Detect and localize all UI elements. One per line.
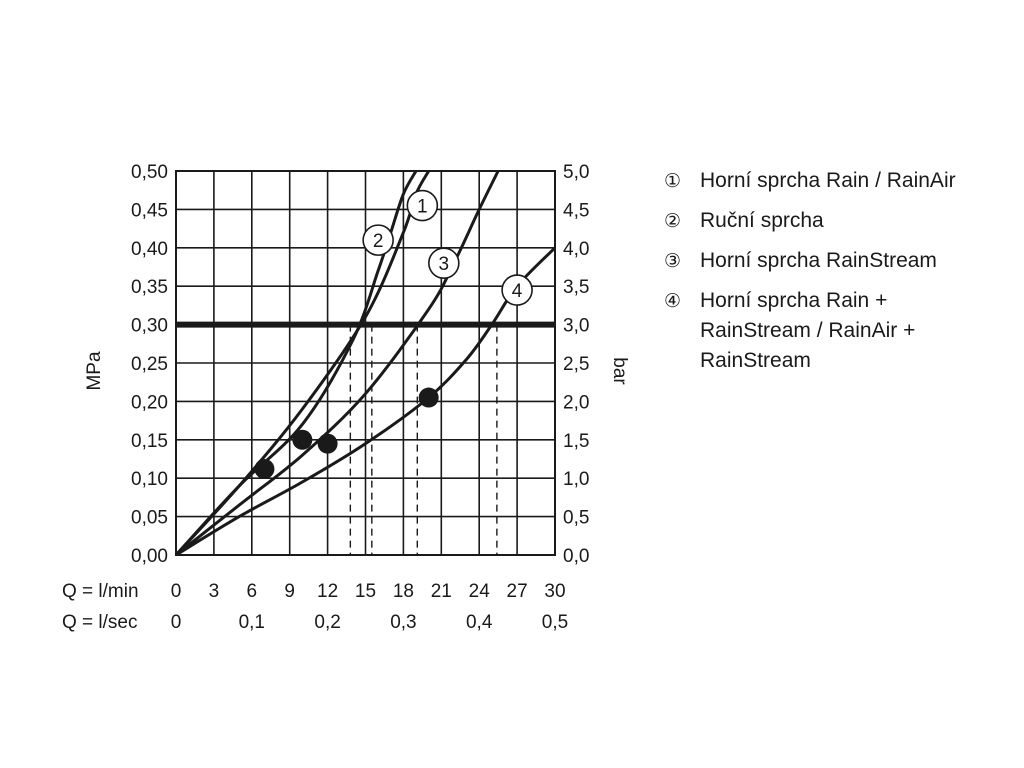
data-point-marker-3 <box>317 433 338 454</box>
x-primary-tick-label: 0 <box>171 581 182 602</box>
x-primary-tick-label: 15 <box>355 581 376 602</box>
x-secondary-axis-label: Q = l/sec <box>62 612 138 633</box>
x-primary-tick-label: 3 <box>209 581 220 602</box>
x-primary-tick-label: 18 <box>393 581 414 602</box>
series-label-text-3: 3 <box>439 254 450 275</box>
x-primary-tick-label: 9 <box>284 581 295 602</box>
y-right-tick-label: 3,0 <box>563 316 589 337</box>
x-secondary-tick-label: 0,1 <box>239 612 265 633</box>
y-left-axis-label: MPa <box>84 351 105 391</box>
y-right-tick-label: 1,5 <box>563 431 589 452</box>
dashed-drop-lines <box>349 324 498 555</box>
plot-frame <box>175 170 556 556</box>
series-label-4: 4 <box>501 274 533 306</box>
y-left-tick-label: 0,40 <box>131 239 168 260</box>
legend-number-4: ④ <box>664 290 682 312</box>
legend-item-1: ① Horní sprcha Rain / RainAir <box>664 166 1004 196</box>
y-left-tick-label: 0,00 <box>131 546 168 567</box>
y-right-axis-label: bar <box>609 357 630 385</box>
x-secondary-tick-label: 0,2 <box>314 612 340 633</box>
y-right-tick-label: 1,0 <box>563 469 589 490</box>
grid <box>175 170 556 556</box>
legend-number-1: ① <box>664 170 682 192</box>
y-right-tick-label: 2,5 <box>563 354 589 375</box>
legend-number-2: ② <box>664 210 682 232</box>
y-left-tick-label: 0,15 <box>131 431 168 452</box>
series-label-3: 3 <box>428 247 460 279</box>
series-label-1: 1 <box>406 189 439 222</box>
legend-text-3: Horní sprcha RainStream <box>700 249 937 272</box>
y-left-tick-label: 0,30 <box>131 316 168 337</box>
legend-item-3: ③ Horní sprcha RainStream <box>664 246 1004 276</box>
series-label-circle-4 <box>501 274 533 306</box>
y-right-tick-label: 5,0 <box>563 162 589 183</box>
y-right-tick-label: 0,0 <box>563 546 589 567</box>
legend-text-1: Horní sprcha Rain / RainAir <box>700 169 956 192</box>
y-right-tick-label: 0,5 <box>563 508 589 529</box>
x-secondary-tick-label: 0,3 <box>390 612 416 633</box>
legend-item-2: ② Ruční sprcha <box>664 206 1004 236</box>
series-label-circle-1 <box>406 189 439 222</box>
legend-text-4: Horní sprcha Rain + RainStream / RainAir… <box>700 289 916 372</box>
x-secondary-tick-label: 0,5 <box>542 612 568 633</box>
x-primary-tick-label: 21 <box>431 581 452 602</box>
x-primary-axis-label: Q = l/min <box>62 581 139 602</box>
legend-number-3: ③ <box>664 250 682 272</box>
series-label-circle-3 <box>428 247 460 279</box>
y-left-tick-label: 0,20 <box>131 392 168 413</box>
y-right-tick-label: 3,5 <box>563 277 589 298</box>
y-left-tick-label: 0,05 <box>131 508 168 529</box>
y-left-tick-label: 0,10 <box>131 469 168 490</box>
series-label-2: 2 <box>362 224 394 256</box>
data-point-marker-1 <box>292 429 313 450</box>
y-left-tick-label: 0,45 <box>131 200 168 221</box>
series-label-text-2: 2 <box>373 231 384 252</box>
y-left-tick-label: 0,50 <box>131 162 168 183</box>
series-label-text-4: 4 <box>512 281 523 302</box>
data-point-marker-2 <box>254 458 275 479</box>
legend: ① Horní sprcha Rain / RainAir ② Ruční sp… <box>664 166 1004 386</box>
series-label-text-1: 1 <box>417 197 428 218</box>
y-left-tick-label: 0,25 <box>131 354 168 375</box>
y-right-tick-label: 4,0 <box>563 239 589 260</box>
legend-item-4: ④ Horní sprcha Rain + RainStream / RainA… <box>664 286 1004 376</box>
x-primary-tick-label: 24 <box>469 581 491 602</box>
x-primary-tick-label: 6 <box>247 581 258 602</box>
series-line-3 <box>176 171 500 555</box>
y-right-tick-label: 2,0 <box>563 392 589 413</box>
data-point-marker-4 <box>418 387 439 408</box>
y-right-tick-label: 4,5 <box>563 200 589 221</box>
x-primary-tick-label: 12 <box>317 581 338 602</box>
legend-text-2: Ruční sprcha <box>700 209 824 232</box>
x-secondary-tick-label: 0 <box>171 612 182 633</box>
series-label-circle-2 <box>362 224 394 256</box>
x-primary-tick-label: 27 <box>507 581 528 602</box>
x-secondary-tick-label: 0,4 <box>466 612 493 633</box>
x-primary-tick-label: 30 <box>544 581 565 602</box>
y-left-tick-label: 0,35 <box>131 277 168 298</box>
